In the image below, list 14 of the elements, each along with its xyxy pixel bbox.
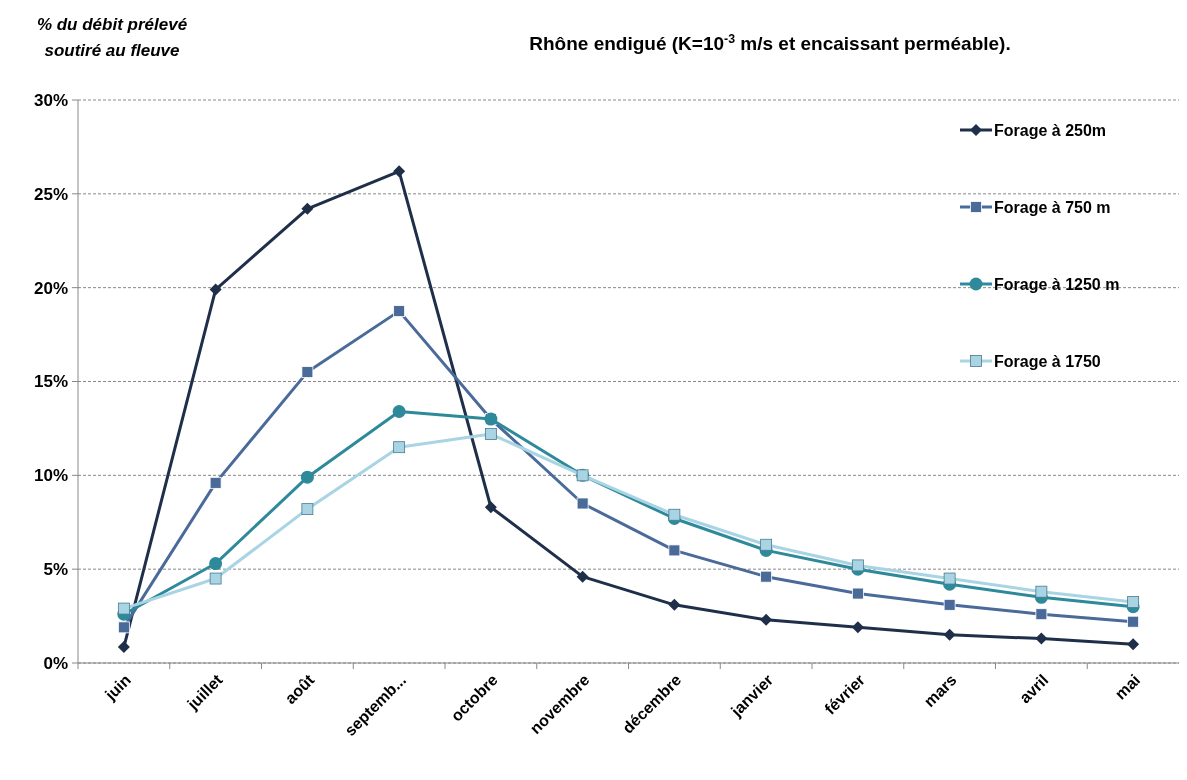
y-tick-label: 5% [43,560,68,580]
y-tick-label: 30% [33,90,68,110]
y-tick-label: 15% [33,372,68,392]
y-tick-label: 20% [33,278,68,298]
x-tick-label: mai [1111,671,1144,703]
y-tick-label: 10% [33,466,68,486]
legend-label: Forage à 250m [994,121,1107,139]
chart-title: Rhône endigué (K=10$^{-3}$ m/s et encaissant perméable). [529,32,1011,54]
legend-label: Forage à 1750 [994,352,1101,370]
y-axis-title: % du débit prélevé soutiré au fleuve [36,15,188,60]
y-tick-label: 25% [33,184,68,204]
y-tick-label: 0% [43,653,68,673]
legend-label: Forage à 1250 m [994,275,1120,293]
legend-label: Forage à 750 m [994,198,1111,216]
